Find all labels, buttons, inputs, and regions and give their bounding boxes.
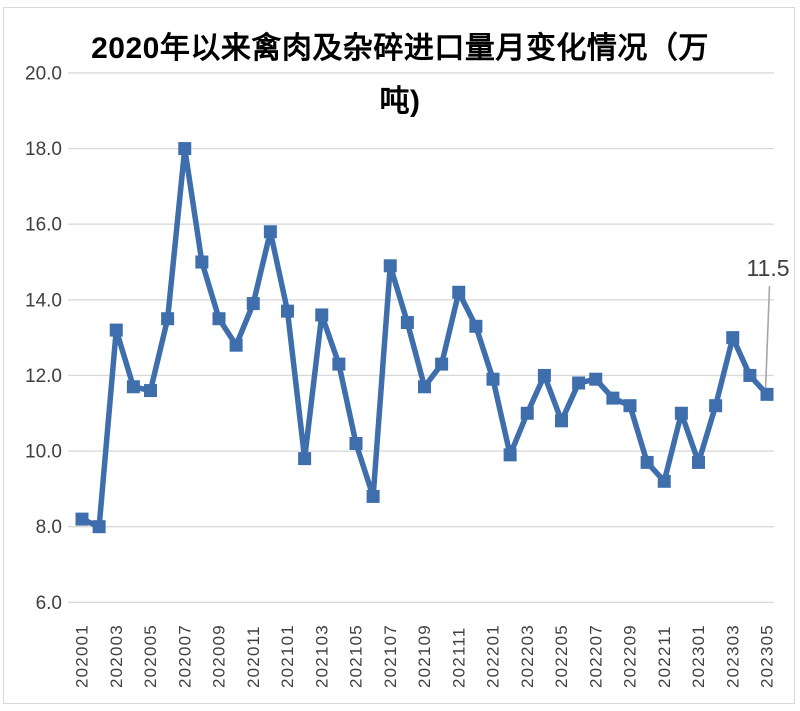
- data-point-marker: [692, 455, 705, 469]
- annotation-label: 11.5: [746, 255, 789, 281]
- data-point-marker: [263, 225, 277, 239]
- data-point-marker: [469, 319, 483, 333]
- x-tick-label: 202101: [278, 624, 297, 688]
- x-tick-label: 202211: [655, 625, 674, 688]
- x-tick-label: 202209: [621, 624, 640, 688]
- data-point-marker: [486, 372, 500, 386]
- data-point-marker: [537, 368, 551, 382]
- x-tick-label: 202009: [210, 624, 229, 688]
- data-point-marker: [452, 285, 466, 299]
- data-point-marker: [726, 331, 740, 345]
- data-point-marker: [520, 406, 534, 420]
- chart-title-line1: 2020年以来禽肉及杂碎进口量月变化情况（万: [91, 32, 709, 65]
- y-tick-label: 18.0: [25, 139, 62, 160]
- x-tick-label: 202201: [484, 624, 503, 688]
- x-tick-label: 202303: [723, 624, 742, 688]
- x-tick-label: 202005: [141, 624, 160, 688]
- data-point-marker: [606, 391, 620, 405]
- y-tick-label: 20.0: [25, 63, 62, 84]
- chart-title-line2: 吨): [379, 85, 421, 118]
- series-line: [79, 145, 770, 530]
- x-tick-label: 202203: [518, 624, 537, 688]
- x-tick-label: 202305: [758, 624, 777, 688]
- data-point-marker: [178, 142, 192, 156]
- x-tick-label: 202107: [381, 624, 400, 688]
- x-tick-label: 202007: [175, 624, 194, 688]
- data-point-marker: [298, 452, 312, 466]
- data-point-marker: [366, 489, 380, 503]
- x-tick-label: 202111: [449, 627, 468, 688]
- annotation-leader-line: [764, 285, 771, 391]
- data-point-marker: [281, 304, 294, 318]
- data-point-marker: [400, 316, 414, 330]
- data-point-marker: [674, 406, 688, 420]
- data-point-marker: [760, 387, 774, 401]
- x-tick-label: 202205: [552, 624, 571, 688]
- x-tick-label: 202105: [347, 624, 366, 688]
- data-point-marker: [144, 384, 157, 398]
- data-point-marker: [75, 512, 89, 526]
- data-point-marker: [572, 376, 586, 390]
- y-tick-label: 14.0: [25, 290, 62, 311]
- data-point-marker: [126, 380, 140, 394]
- chart-title: 2020年以来禽肉及杂碎进口量月变化情况（万 吨): [0, 22, 800, 128]
- data-point-marker: [623, 399, 637, 413]
- y-tick-label: 6.0: [36, 593, 62, 614]
- x-tick-label: 202301: [689, 624, 708, 688]
- data-point-marker: [709, 399, 723, 413]
- y-tick-label: 12.0: [25, 366, 62, 387]
- data-point-marker: [589, 372, 603, 386]
- data-point-marker: [229, 338, 243, 352]
- data-point-marker: [161, 312, 175, 326]
- data-point-marker: [418, 380, 431, 394]
- data-point-marker: [435, 357, 449, 371]
- data-point-marker: [315, 308, 329, 322]
- x-tick-label: 202207: [586, 624, 605, 688]
- x-tick-label: 202011: [244, 625, 263, 688]
- x-tick-label: 202003: [107, 624, 126, 688]
- data-point-marker: [640, 455, 654, 469]
- x-tick-label: 202001: [73, 624, 92, 688]
- data-point-marker: [503, 448, 517, 462]
- data-point-marker: [349, 436, 363, 450]
- data-point-marker: [383, 259, 397, 273]
- y-tick-label: 10.0: [25, 442, 62, 463]
- x-tick-label: 202103: [312, 624, 331, 688]
- data-point-marker: [246, 297, 260, 311]
- y-tick-label: 8.0: [36, 517, 62, 538]
- data-point-marker: [109, 323, 123, 337]
- data-point-marker: [332, 357, 346, 371]
- data-point-marker: [743, 368, 757, 382]
- data-point-marker: [657, 474, 671, 488]
- y-tick-label: 16.0: [25, 215, 62, 236]
- data-point-marker: [555, 414, 568, 428]
- data-point-marker: [92, 520, 106, 534]
- data-point-marker: [195, 255, 209, 269]
- data-point-marker: [212, 312, 226, 326]
- x-tick-label: 202109: [415, 624, 434, 688]
